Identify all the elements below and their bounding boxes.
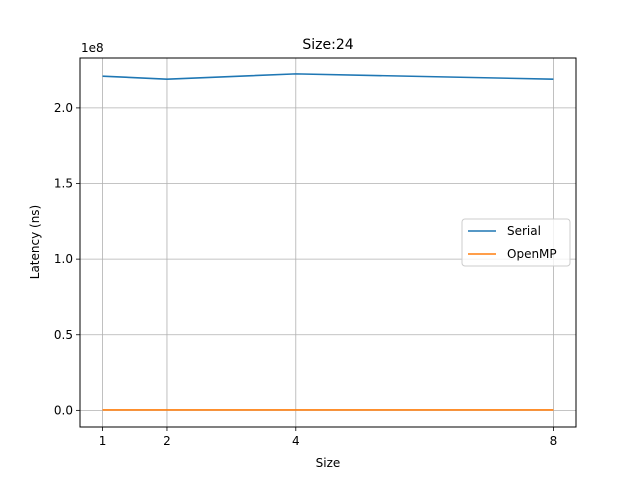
legend-label-serial: Serial [507,224,541,238]
x-tick-label: 1 [99,434,107,448]
y-tick-label: 2.0 [54,101,73,115]
series-line-serial [102,73,554,80]
plot-frame [79,57,577,428]
x-axis-label: Size [316,456,341,470]
legend-label-openmp: OpenMP [507,247,557,261]
x-tick-label: 4 [292,434,300,448]
x-tick-label: 8 [550,434,558,448]
y-tick-label: 0.0 [54,403,73,417]
chart-title: Size:24 [302,37,353,53]
y-axis-ticks: 0.0 0.5 1.0 1.5 2.0 [54,101,80,417]
legend: Serial OpenMP [461,218,571,267]
y-axis-offset-label: 1e8 [81,41,104,55]
x-tick-label: 2 [163,434,171,448]
y-tick-label: 1.0 [54,252,73,266]
series-lines [102,73,554,411]
y-axis-label: Latency (ns) [28,205,42,279]
y-tick-label: 1.5 [54,177,73,191]
y-tick-label: 0.5 [54,328,73,342]
legend-items: Serial OpenMP [468,224,557,261]
x-axis-ticks: 1 2 4 8 [99,427,558,448]
